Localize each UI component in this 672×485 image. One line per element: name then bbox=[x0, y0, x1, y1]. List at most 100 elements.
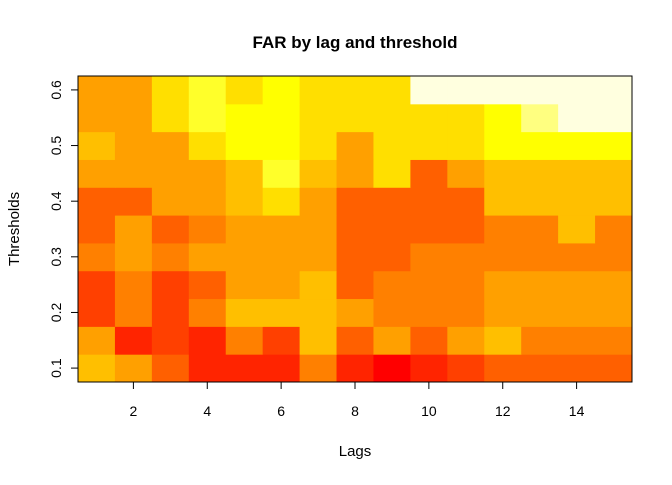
heatmap-cell bbox=[558, 187, 596, 216]
heatmap-cell bbox=[114, 354, 153, 383]
heatmap-cell bbox=[484, 242, 522, 272]
heatmap-cell bbox=[336, 270, 374, 300]
heatmap-cell bbox=[484, 187, 522, 216]
heatmap-cell bbox=[336, 242, 374, 272]
heatmap-cell bbox=[484, 326, 522, 355]
heatmap-cell bbox=[373, 159, 411, 188]
heatmap-cell bbox=[484, 270, 522, 300]
heatmap-cell bbox=[336, 159, 374, 188]
heatmap-cell bbox=[262, 326, 301, 355]
y-tick-label: 0.4 bbox=[48, 191, 64, 211]
heatmap-cell bbox=[484, 76, 522, 105]
heatmap-cell bbox=[336, 298, 374, 327]
y-tick-label: 0.2 bbox=[48, 303, 64, 323]
heatmap-cell bbox=[225, 298, 264, 327]
heatmap-cell bbox=[410, 242, 448, 272]
heatmap-cell bbox=[299, 242, 338, 272]
heatmap-cell bbox=[225, 242, 264, 272]
heatmap-cell bbox=[114, 187, 153, 216]
y-tick-label: 0.5 bbox=[48, 136, 64, 156]
heatmap-cell bbox=[410, 215, 448, 244]
heatmap-cell bbox=[151, 76, 190, 105]
heatmap-cell bbox=[595, 187, 633, 216]
heatmap-cell bbox=[78, 159, 116, 188]
chart-title: FAR by lag and threshold bbox=[253, 33, 458, 52]
heatmap-cell bbox=[188, 215, 227, 244]
heatmap-cell bbox=[336, 76, 374, 105]
heatmap-cell bbox=[78, 326, 116, 355]
heatmap-cell bbox=[521, 76, 559, 105]
heatmap-cell bbox=[225, 326, 264, 355]
heatmap-cell bbox=[558, 131, 596, 160]
x-tick-label: 12 bbox=[495, 403, 511, 419]
heatmap-cell bbox=[336, 326, 374, 355]
x-tick-label: 8 bbox=[351, 403, 359, 419]
heatmap-cell bbox=[484, 131, 522, 160]
heatmap-cell bbox=[188, 103, 227, 133]
heatmap-cell bbox=[373, 354, 411, 383]
heatmap-cell bbox=[114, 215, 153, 244]
y-tick-label: 0.6 bbox=[48, 80, 64, 100]
heatmap-cell bbox=[595, 131, 633, 160]
heatmap-cell bbox=[521, 159, 559, 188]
heatmap-cell bbox=[595, 76, 633, 105]
heatmap-cell bbox=[114, 76, 153, 105]
heatmap-cell bbox=[521, 298, 559, 327]
heatmap-cell bbox=[78, 215, 116, 244]
heatmap-cell bbox=[78, 187, 116, 216]
heatmap-cell bbox=[558, 270, 596, 300]
heatmap-cell bbox=[225, 76, 264, 105]
heatmap-cell bbox=[78, 242, 116, 272]
heatmap-cell bbox=[299, 159, 338, 188]
heatmap-cell bbox=[484, 215, 522, 244]
heatmap-cell bbox=[188, 354, 227, 383]
heatmap-cell bbox=[188, 76, 227, 105]
heatmap-cell bbox=[373, 326, 411, 355]
heatmap-cell bbox=[188, 131, 227, 160]
heatmap-cell bbox=[447, 354, 485, 383]
heatmap-cell bbox=[558, 103, 596, 133]
heatmap-cell bbox=[373, 76, 411, 105]
heatmap-cell bbox=[262, 187, 301, 216]
x-tick-label: 10 bbox=[421, 403, 437, 419]
heatmap-cell bbox=[78, 131, 116, 160]
y-axis: 0.1 0.2 0.3 0.4 0.5 0.6 bbox=[48, 80, 78, 378]
heatmap-cell bbox=[521, 270, 559, 300]
heatmap-cell bbox=[151, 354, 190, 383]
heatmap-cell bbox=[521, 187, 559, 216]
heatmap-cell bbox=[558, 298, 596, 327]
heatmap-cell bbox=[114, 298, 153, 327]
heatmap-cell bbox=[114, 103, 153, 133]
heatmap-cell bbox=[336, 354, 374, 383]
heatmap-cell bbox=[595, 354, 633, 383]
heatmap-cell bbox=[373, 298, 411, 327]
heatmap-cell bbox=[188, 187, 227, 216]
heatmap-cell bbox=[78, 76, 116, 105]
heatmap-cell bbox=[299, 270, 338, 300]
heatmap-cell bbox=[595, 298, 633, 327]
heatmap-cell bbox=[447, 131, 485, 160]
heatmap-cell bbox=[336, 131, 374, 160]
heatmap-cell bbox=[373, 131, 411, 160]
heatmap-cell bbox=[410, 270, 448, 300]
heatmap-cell bbox=[262, 215, 301, 244]
heatmap-cell bbox=[151, 215, 190, 244]
heatmap-cell bbox=[373, 270, 411, 300]
heatmap-cell bbox=[447, 215, 485, 244]
heatmap-cell bbox=[447, 298, 485, 327]
heatmap-cell bbox=[521, 131, 559, 160]
heatmap-cell bbox=[558, 354, 596, 383]
heatmap-cell bbox=[410, 298, 448, 327]
heatmap-cell bbox=[114, 131, 153, 160]
heatmap-cell bbox=[558, 326, 596, 355]
heatmap-cell bbox=[262, 242, 301, 272]
heatmap-cell bbox=[188, 326, 227, 355]
heatmap-cell bbox=[521, 103, 559, 133]
x-tick-label: 4 bbox=[203, 403, 211, 419]
heatmap-cell bbox=[262, 270, 301, 300]
heatmap-cell bbox=[447, 270, 485, 300]
heatmap-cell bbox=[262, 76, 301, 105]
heatmap-cell bbox=[225, 270, 264, 300]
heatmap-cell bbox=[188, 242, 227, 272]
